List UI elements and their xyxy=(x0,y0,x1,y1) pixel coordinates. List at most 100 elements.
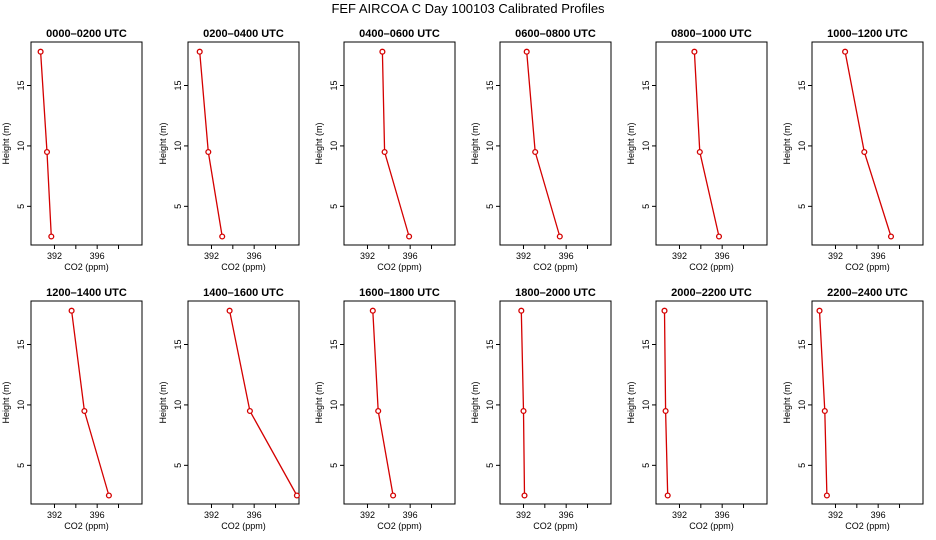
data-point xyxy=(520,407,527,415)
x-tick-label: 392 xyxy=(204,510,219,520)
y-tick-label: 15 xyxy=(329,339,339,349)
figure-title: FEF AIRCOA C Day 100103 Calibrated Profi… xyxy=(331,1,605,16)
profile-line xyxy=(228,310,298,496)
plot-frame xyxy=(343,300,456,505)
y-tick-label: 10 xyxy=(329,400,339,410)
y-tick-label: 15 xyxy=(173,339,183,349)
panel-title: 1600–1800 UTC xyxy=(359,287,440,299)
panel-title: 1400–1600 UTC xyxy=(203,287,284,299)
profile-line xyxy=(372,310,394,496)
panel-10: 1800–2000 UTC 392 396 5 10 15 CO2 (ppm) Height … xyxy=(470,287,612,531)
data-point xyxy=(842,48,849,55)
plot-frame xyxy=(655,41,768,246)
y-axis-label: Height (m) xyxy=(314,381,324,423)
x-axis-label: CO2 (ppm) xyxy=(689,521,734,531)
profile-line xyxy=(818,310,828,496)
panel-8: 1400–1600 UTC 392 396 5 10 15 CO2 (ppm) Height … xyxy=(158,287,300,531)
panel-6: 1000–1200 UTC 392 396 5 10 15 CO2 (ppm) Height … xyxy=(782,28,924,272)
panel-7: 1200–1400 UTC 392 396 5 10 15 CO2 (ppm) Height … xyxy=(1,287,143,531)
data-point xyxy=(293,492,300,499)
plot-frame xyxy=(499,41,612,246)
x-tick-label: 396 xyxy=(403,510,418,520)
data-point xyxy=(205,148,212,156)
data-point xyxy=(821,407,828,415)
y-tick-label: 5 xyxy=(485,204,495,209)
data-point xyxy=(664,492,671,499)
x-axis-label: CO2 (ppm) xyxy=(845,262,890,272)
x-tick-label: 396 xyxy=(871,510,886,520)
y-tick-label: 15 xyxy=(797,339,807,349)
data-point xyxy=(523,48,530,55)
y-tick-label: 5 xyxy=(173,204,183,209)
profile-line xyxy=(520,310,526,496)
y-tick-label: 5 xyxy=(329,204,339,209)
plot-frame xyxy=(187,41,300,246)
data-point xyxy=(390,492,397,499)
plot-frame xyxy=(30,300,143,505)
panel-1: 0000–0200 UTC 392 396 5 10 15 CO2 (ppm) Height … xyxy=(1,28,143,272)
profile-line xyxy=(381,51,410,237)
data-point xyxy=(43,148,51,156)
data-point xyxy=(68,307,75,314)
data-point xyxy=(48,233,55,240)
data-point xyxy=(691,48,698,55)
y-tick-label: 15 xyxy=(641,80,651,90)
panel-11: 2000–2200 UTC 392 396 5 10 15 CO2 (ppm) Height … xyxy=(626,287,768,531)
y-tick-label: 10 xyxy=(173,400,183,410)
y-tick-label: 5 xyxy=(16,463,26,468)
data-point xyxy=(661,307,668,314)
y-tick-label: 10 xyxy=(797,141,807,151)
panel-3: 0400–0600 UTC 392 396 5 10 15 CO2 (ppm) Height … xyxy=(314,28,456,272)
y-tick-label: 15 xyxy=(16,339,26,349)
panel-12: 2200–2400 UTC 392 396 5 10 15 CO2 (ppm) Height … xyxy=(782,287,924,531)
y-tick-label: 5 xyxy=(329,463,339,468)
data-point xyxy=(823,492,830,499)
y-tick-label: 15 xyxy=(16,80,26,90)
panel-2: 0200–0400 UTC 392 396 5 10 15 CO2 (ppm) Height … xyxy=(158,28,300,272)
x-tick-label: 392 xyxy=(360,510,375,520)
data-point xyxy=(381,148,388,156)
x-axis-label: CO2 (ppm) xyxy=(689,262,734,272)
data-point xyxy=(105,492,112,499)
x-tick-label: 392 xyxy=(828,510,843,520)
x-tick-label: 392 xyxy=(47,510,62,520)
panel-title: 1000–1200 UTC xyxy=(827,28,908,40)
panel-title: 0200–0400 UTC xyxy=(203,28,284,40)
x-tick-label: 396 xyxy=(90,251,105,261)
y-tick-label: 15 xyxy=(797,80,807,90)
y-tick-label: 10 xyxy=(641,400,651,410)
profile-line xyxy=(199,51,223,237)
x-tick-label: 392 xyxy=(360,251,375,261)
data-point xyxy=(556,233,563,240)
x-tick-label: 396 xyxy=(715,510,730,520)
y-axis-label: Height (m) xyxy=(470,122,480,164)
plot-frame xyxy=(343,41,456,246)
y-tick-label: 10 xyxy=(797,400,807,410)
x-tick-label: 392 xyxy=(828,251,843,261)
panel-title: 2000–2200 UTC xyxy=(671,287,752,299)
y-axis-label: Height (m) xyxy=(782,381,792,423)
data-point xyxy=(369,307,376,314)
profile-line xyxy=(663,310,669,496)
y-axis-label: Height (m) xyxy=(158,381,168,423)
data-point xyxy=(81,407,88,415)
x-axis-label: CO2 (ppm) xyxy=(533,521,578,531)
plot-frame xyxy=(499,300,612,505)
x-tick-label: 392 xyxy=(672,251,687,261)
y-tick-label: 10 xyxy=(641,141,651,151)
plot-frame xyxy=(655,300,768,505)
data-point xyxy=(521,492,528,499)
y-tick-label: 10 xyxy=(16,141,26,151)
profile-line xyxy=(526,51,561,237)
panel-title: 1200–1400 UTC xyxy=(46,287,127,299)
profile-line xyxy=(39,51,52,237)
plot-frame xyxy=(811,300,924,505)
data-point xyxy=(887,233,895,240)
plot-frame xyxy=(30,41,143,246)
x-tick-label: 396 xyxy=(247,251,262,261)
profile-line xyxy=(844,51,892,237)
y-tick-label: 15 xyxy=(485,80,495,90)
x-tick-label: 396 xyxy=(871,251,886,261)
x-tick-label: 396 xyxy=(403,251,418,261)
x-axis-label: CO2 (ppm) xyxy=(377,521,422,531)
